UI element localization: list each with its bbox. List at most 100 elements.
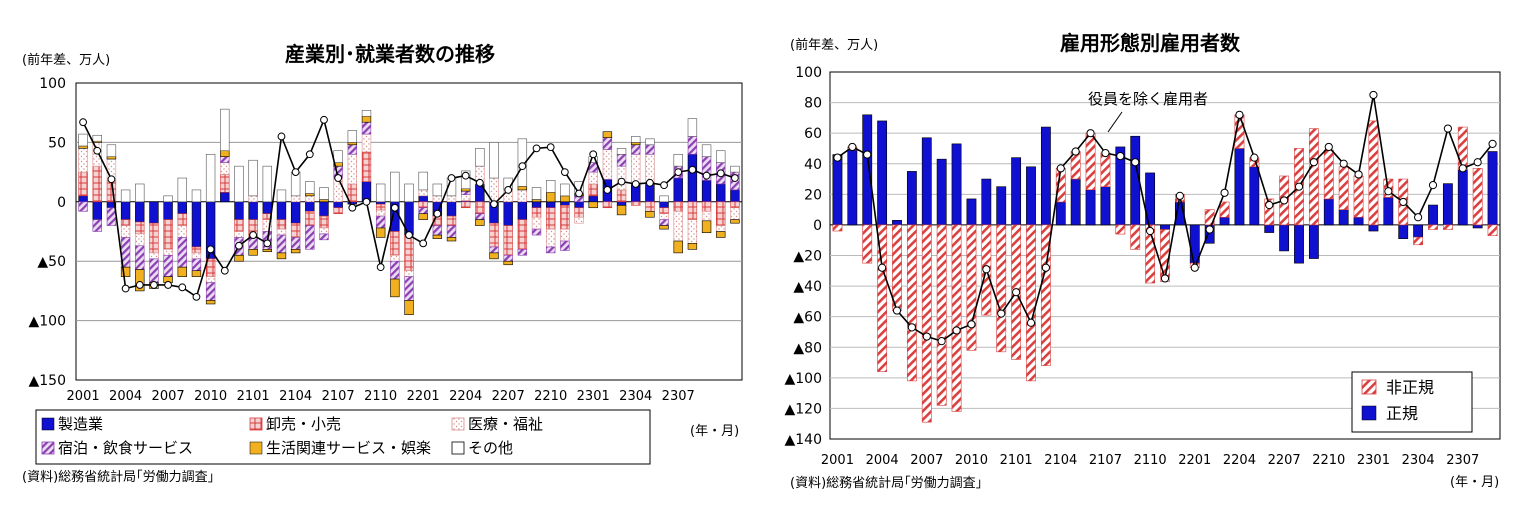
left-line-point xyxy=(617,177,626,186)
left-bar-segment xyxy=(404,270,414,277)
left-ytick-label: 0 xyxy=(57,195,66,211)
left-bar-segment xyxy=(531,201,542,209)
left-line-point xyxy=(702,171,711,180)
left-line-point xyxy=(631,180,640,188)
left-bar-segment xyxy=(631,201,641,206)
right-bar-segment xyxy=(1100,186,1111,226)
left-bar-segment xyxy=(177,213,187,226)
left-ytick-label: ▲50 xyxy=(37,254,66,270)
left-bar-segment xyxy=(106,156,117,160)
left-bar-segment xyxy=(460,190,471,195)
left-bar-segment xyxy=(262,201,272,214)
left-bar-segment xyxy=(333,207,343,214)
left-bar-segment xyxy=(92,219,102,232)
left-bar-segment xyxy=(92,165,102,203)
right-line-point xyxy=(1473,158,1482,167)
left-xtick-label: 2304 xyxy=(619,389,652,404)
left-line-point xyxy=(390,203,399,212)
right-line-point xyxy=(1354,170,1363,179)
left-bar-segment xyxy=(546,246,556,254)
left-bar-segment xyxy=(205,153,216,203)
right-line-point xyxy=(1131,158,1140,167)
left-bar-segment xyxy=(375,203,386,211)
left-bar-segment xyxy=(276,234,287,254)
right-bar-segment xyxy=(1398,224,1409,239)
left-xtick-label: 2204 xyxy=(449,389,482,404)
left-bar-segment xyxy=(177,177,187,203)
left-xtick-label: 2104 xyxy=(279,389,312,404)
left-bar-segment xyxy=(446,201,457,217)
left-bar-segment xyxy=(645,138,655,146)
right-bar-segment xyxy=(1264,198,1275,226)
left-line-point xyxy=(93,146,102,155)
left-source: (資料)総務省統計局｢労働力調査｣ xyxy=(22,469,214,485)
left-x-axis: 2001 2004 2007 2010 2101 2104 2107 2110 2201 2204… xyxy=(67,389,695,404)
right-annotation: 役員を除く雇用者 xyxy=(1088,90,1208,108)
left-bar-segment xyxy=(220,108,230,152)
right-bar-segment xyxy=(1308,128,1319,226)
right-bar-segment xyxy=(1383,197,1394,226)
left-bar-segment xyxy=(418,171,428,191)
left-bar-segment xyxy=(588,171,598,185)
left-bar-segment xyxy=(574,201,584,209)
left-bar-segment xyxy=(305,193,315,197)
right-xtick-label: 2110 xyxy=(1134,453,1167,468)
left-bar-segment xyxy=(687,243,698,250)
left-bar-segment xyxy=(191,270,202,277)
right-bar-segment xyxy=(1085,189,1096,226)
left-bar-segment xyxy=(205,300,216,305)
right-annotation-arrow xyxy=(1107,111,1123,133)
right-bar-segment xyxy=(1338,166,1349,210)
left-bar-segment xyxy=(645,201,655,212)
left-bar-segment xyxy=(659,201,669,209)
left-bar-segment xyxy=(616,153,627,167)
left-bar-segment xyxy=(404,183,414,203)
right-line-point xyxy=(1012,288,1021,297)
left-line-point xyxy=(518,162,527,171)
right-title: 雇用形態別雇用者数 xyxy=(1060,31,1241,55)
left-plot-frame xyxy=(75,82,743,381)
left-bar-segment xyxy=(460,170,471,190)
right-y-axis: 100 80 60 40 20 0 ▲20 ▲40 ▲60 ▲80 ▲100 ▲120 ▲140 xyxy=(785,65,823,448)
left-bar-segment xyxy=(687,201,698,220)
left-bar-segment xyxy=(489,222,499,248)
left-line-point xyxy=(475,178,484,187)
right-bar-segment xyxy=(921,137,932,226)
right-ytick-label: 100 xyxy=(795,65,822,81)
right-bar-segment xyxy=(936,158,947,226)
left-bar-segment xyxy=(390,278,400,298)
left-unit-label: (前年差、万人) xyxy=(22,52,110,68)
left-bar-segment xyxy=(701,211,712,222)
left-bar-segment xyxy=(673,240,683,254)
left-bar-segment xyxy=(248,201,258,220)
left-bar-segment xyxy=(475,213,485,220)
right-line-point xyxy=(952,326,961,335)
left-line-point xyxy=(716,169,725,178)
right-line-point xyxy=(833,153,842,162)
left-line-point xyxy=(546,143,555,152)
left-bar-segment xyxy=(305,195,315,203)
left-bar-segment xyxy=(659,225,669,230)
right-bar-segment xyxy=(1040,126,1051,226)
left-bar-segment xyxy=(716,201,726,226)
left-bar-segment xyxy=(135,201,145,223)
right-bar-segment xyxy=(1428,204,1438,226)
left-line-point xyxy=(447,174,456,182)
right-bar-segment xyxy=(1070,178,1081,226)
left-bar-segment xyxy=(503,201,513,226)
left-line-point xyxy=(135,281,144,289)
left-bar-segment xyxy=(262,249,272,252)
right-xtick-label: 2201 xyxy=(1178,453,1211,468)
right-bar-segment xyxy=(1264,224,1275,233)
left-line-point xyxy=(645,178,654,187)
left-bar-segment xyxy=(78,195,88,203)
right-bar-segment xyxy=(1368,120,1379,226)
left-bar-segment xyxy=(404,276,414,301)
left-bar-segment xyxy=(730,201,740,209)
left-bar-segment xyxy=(588,201,598,209)
left-bar-segment xyxy=(149,222,159,254)
left-bar-segment xyxy=(163,219,173,250)
right-bar-segment xyxy=(951,224,962,412)
left-y-axis: 100 50 0 ▲50 ▲100 ▲150 xyxy=(29,76,67,389)
left-bar-segment xyxy=(177,266,187,277)
